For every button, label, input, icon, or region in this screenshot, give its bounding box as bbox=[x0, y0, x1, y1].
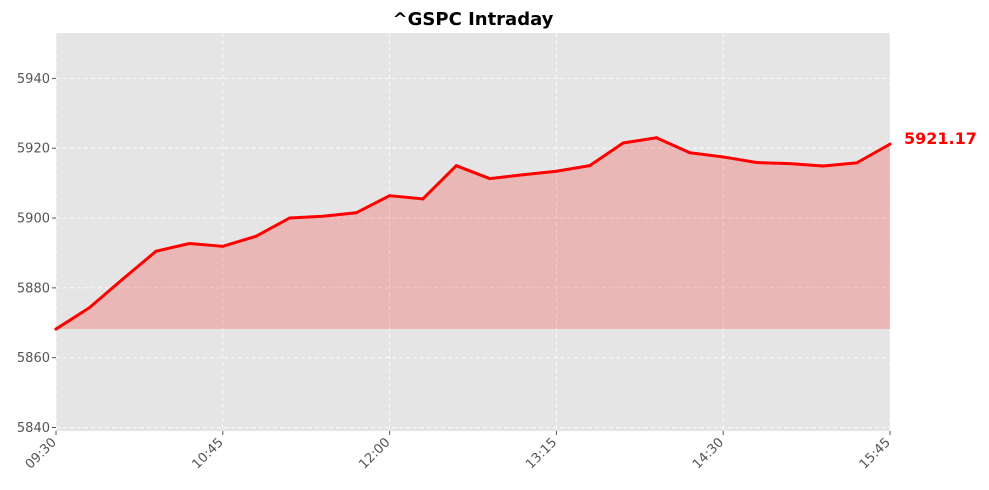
data-point bbox=[221, 244, 225, 248]
data-point bbox=[488, 177, 492, 181]
x-tick-label: 09:30 bbox=[23, 435, 60, 472]
data-point bbox=[521, 173, 525, 177]
data-point bbox=[855, 161, 859, 165]
data-point bbox=[121, 277, 125, 281]
x-tick-label: 12:00 bbox=[356, 435, 393, 472]
y-tick-label: 5900 bbox=[17, 212, 50, 227]
y-axis: 5840 5860 5880 5900 5920 5940 bbox=[17, 72, 56, 436]
plot-area bbox=[56, 33, 890, 431]
data-point bbox=[821, 164, 825, 168]
x-tick-label: 15:45 bbox=[857, 435, 894, 472]
data-point bbox=[321, 214, 325, 218]
x-tick-label: 13:15 bbox=[523, 435, 560, 472]
data-point bbox=[454, 164, 458, 168]
data-point bbox=[187, 242, 191, 246]
data-point bbox=[554, 169, 558, 173]
y-tick-label: 5880 bbox=[17, 281, 50, 296]
x-tick-label: 10:45 bbox=[190, 435, 227, 472]
last-value-label: 5921.17 bbox=[904, 129, 977, 148]
data-point bbox=[721, 155, 725, 159]
data-point bbox=[654, 136, 658, 140]
series-layer bbox=[54, 136, 892, 331]
series-line bbox=[54, 136, 892, 331]
y-tick-label: 5940 bbox=[17, 72, 50, 87]
y-tick-label: 5840 bbox=[17, 421, 50, 436]
data-point bbox=[621, 141, 625, 145]
data-point bbox=[388, 194, 392, 198]
x-axis: 09:30 10:45 12:00 13:15 14:30 15:45 bbox=[23, 431, 894, 472]
data-point bbox=[154, 249, 158, 253]
y-tick-label: 5920 bbox=[17, 142, 50, 157]
data-point bbox=[788, 162, 792, 166]
data-point bbox=[87, 306, 91, 310]
series-area-fill bbox=[56, 137, 890, 330]
data-point bbox=[354, 211, 358, 215]
data-point bbox=[755, 161, 759, 165]
data-point bbox=[421, 197, 425, 201]
data-point bbox=[588, 164, 592, 168]
grid-lines bbox=[55, 33, 891, 431]
data-point bbox=[288, 216, 292, 220]
data-point bbox=[688, 151, 692, 155]
y-tick-label: 5860 bbox=[17, 351, 50, 366]
x-tick-label: 14:30 bbox=[690, 435, 727, 472]
data-point bbox=[54, 327, 58, 331]
data-point bbox=[254, 234, 258, 238]
data-point bbox=[888, 142, 892, 146]
chart-title: ^GSPC Intraday bbox=[393, 9, 554, 30]
